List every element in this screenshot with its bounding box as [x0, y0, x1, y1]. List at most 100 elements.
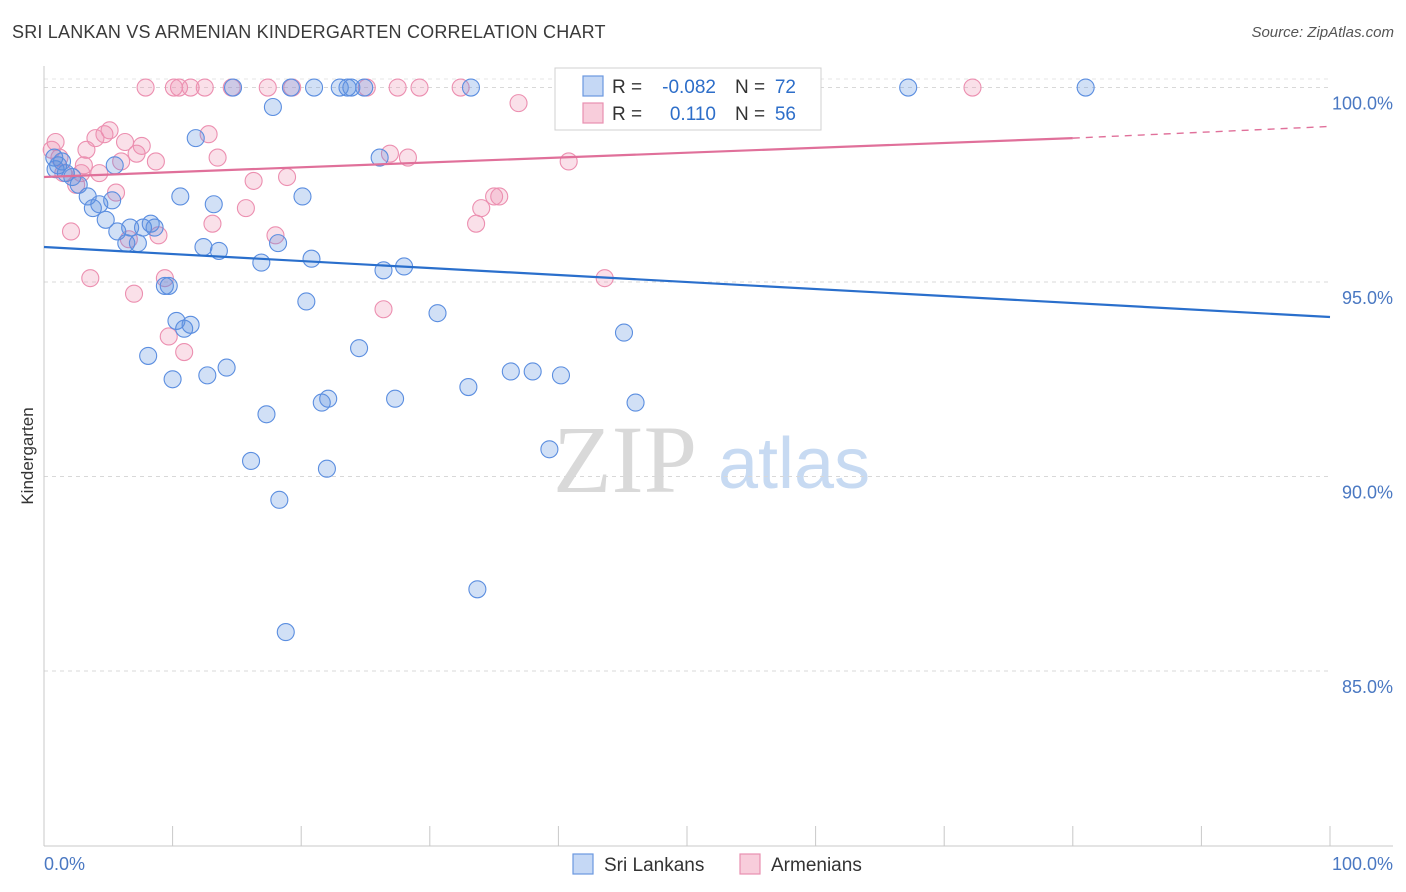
sri-lankans-point-62 [523, 362, 542, 381]
armenians-point-43 [380, 144, 399, 163]
y-tick-label-100: 100.0% [1332, 94, 1393, 114]
y-tick-label-90: 90.0% [1342, 483, 1393, 503]
armenians-point-10 [86, 129, 105, 148]
sri-lankans-point-57 [428, 304, 447, 323]
x-tick-label-min: 0.0% [44, 854, 85, 874]
armenians-point-25 [159, 327, 178, 346]
armenians-point-29 [181, 78, 200, 97]
sri-lankans-point-38 [276, 623, 295, 642]
armenians-trend-extension [1072, 125, 1331, 139]
y-tick-label-95: 95.0% [1342, 288, 1393, 308]
armenians-n-value: 56 [775, 104, 796, 125]
sri-lankans-point-20 [155, 276, 174, 295]
y-tick-label-85: 85.0% [1342, 677, 1393, 697]
sri-lankans-point-71 [204, 195, 223, 214]
sri-lankans-point-31 [217, 358, 236, 377]
sri-lankans-point-10 [96, 210, 115, 229]
armenians-point-22 [146, 152, 165, 171]
armenians-point-33 [208, 148, 227, 167]
sri-lankans-n-label: N = [735, 77, 765, 98]
sri-lankans-point-42 [297, 292, 316, 311]
sri-lankans-point-19 [139, 346, 158, 365]
sri-lankans-point-55 [386, 389, 405, 408]
watermark: ZIP atlas [553, 406, 870, 513]
sri-lankans-point-51 [350, 339, 369, 358]
sri-lankans-point-26 [181, 315, 200, 334]
legend: Sri Lankans Armenians [572, 853, 862, 876]
armenians-point-16 [115, 132, 135, 152]
armenians-point-1 [46, 132, 65, 152]
sri-lankans-trend-line [43, 245, 1331, 319]
armenians-point-20 [132, 136, 151, 155]
sri-lankans-point-18 [145, 218, 164, 237]
axes [43, 66, 1393, 847]
armenians-point-55 [963, 78, 982, 97]
sri-lankans-r-label: R = [612, 77, 642, 98]
armenians-point-45 [398, 148, 417, 167]
armenians-point-30 [195, 78, 214, 97]
armenians-point-35 [236, 199, 255, 218]
armenians-point-49 [472, 199, 491, 218]
sri-lankans-point-52 [355, 78, 374, 97]
x-tick-label-max: 100.0% [1332, 854, 1393, 874]
armenians-point-28 [175, 342, 194, 362]
sri-lankans-point-32 [223, 78, 243, 97]
trend-lines [43, 125, 1331, 319]
sri-lankans-point-36 [263, 97, 282, 117]
sri-lankans-point-70 [105, 156, 124, 175]
gridlines [44, 78, 1330, 672]
sri-lankans-point-50 [342, 78, 361, 97]
sri-lankans-point-63 [540, 440, 559, 459]
sri-lankans-point-64 [551, 366, 571, 385]
armenians-point-39 [278, 167, 297, 187]
sri-lankans-point-22 [163, 370, 182, 389]
y-axis-label: Kindergarten [18, 407, 37, 504]
legend-armenians-swatch [739, 853, 761, 875]
armenians-r-label: R = [612, 104, 642, 125]
armenians-point-9 [81, 269, 100, 288]
sri-lankans-point-24 [171, 187, 190, 206]
sri-lankans-point-15 [128, 234, 147, 253]
armenians-point-37 [258, 78, 277, 97]
armenians-point-52 [509, 94, 528, 113]
armenians-point-51 [490, 187, 509, 206]
sri-lankans-point-44 [305, 78, 324, 97]
armenians-point-21 [136, 78, 155, 97]
sri-lankans-point-68 [899, 78, 918, 97]
armenians-point-48 [467, 214, 486, 233]
sri-lankans-point-40 [281, 78, 300, 97]
armenians-point-36 [244, 171, 263, 190]
armenians-point-4 [61, 222, 81, 241]
sri-lankans-point-30 [209, 241, 228, 260]
sri-lankans-swatch [582, 75, 604, 97]
sri-lankans-point-37 [269, 234, 288, 253]
sri-lankans-point-14 [121, 218, 140, 237]
source-credit: Source: ZipAtlas.com [1251, 24, 1394, 41]
sri-lankans-point-11 [103, 191, 122, 210]
armenians-point-50 [485, 187, 504, 206]
sri-lankans-point-21 [159, 276, 178, 295]
armenians-point-11 [90, 164, 109, 183]
sri-lankans-point-35 [257, 405, 276, 424]
sri-lankans-point-41 [293, 187, 312, 206]
sri-lankans-point-46 [317, 459, 336, 478]
sri-lankans-point-34 [252, 253, 271, 272]
armenians-n-label: N = [735, 104, 765, 125]
armenians-point-13 [100, 121, 119, 140]
watermark-zip: ZIP [553, 406, 697, 513]
armenians-point-42 [374, 300, 393, 319]
armenians-point-46 [410, 78, 429, 97]
sri-lankans-point-33 [241, 451, 261, 470]
armenians-point-32 [203, 214, 222, 233]
armenians-r-value: 0.110 [670, 104, 716, 125]
legend-sri-lankans-swatch [572, 853, 594, 875]
armenians-swatch [582, 102, 604, 124]
sri-lankans-point-3 [52, 152, 72, 171]
sri-lankans-r-value: -0.082 [662, 77, 716, 98]
sri-lankans-n-value: 72 [775, 77, 796, 98]
stats-box: R = -0.082 N = 72 R = 0.110 N = 56 [554, 67, 822, 131]
armenians-point-7 [74, 156, 93, 175]
armenians-point-53 [559, 152, 578, 171]
sri-lankans-point-23 [167, 311, 186, 330]
